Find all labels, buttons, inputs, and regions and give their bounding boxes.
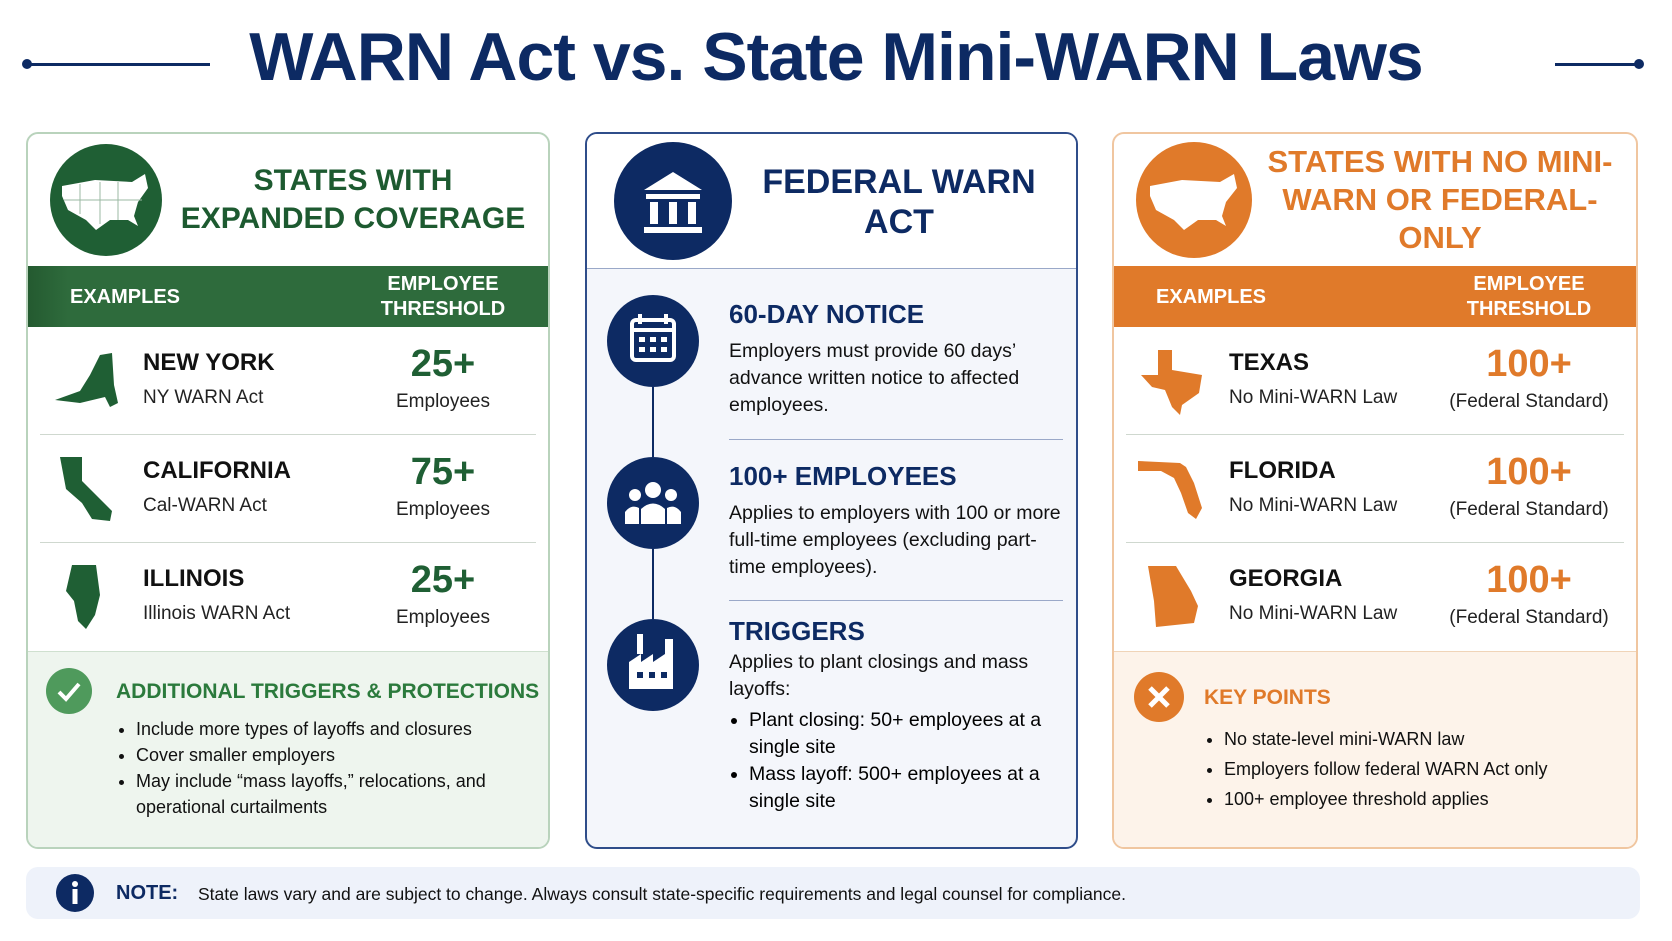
section-title: KEY POINTS: [1204, 686, 1331, 709]
panel: STATES WITH EXPANDED COVERAGE EXAMPLES E…: [26, 132, 550, 849]
panel: FEDERAL WARN ACT 60-DAY NOTICE Employers…: [585, 132, 1078, 849]
state-name: FLORIDA: [1229, 457, 1336, 484]
state-icon: [1148, 566, 1198, 627]
icons: [607, 295, 699, 711]
section-title: 100+ EMPLOYEES: [729, 461, 957, 491]
icon: [50, 144, 162, 256]
bullet-item: Employers follow federal WARN Act only: [1224, 754, 1614, 784]
state-icon: [1138, 461, 1202, 519]
bullet-list: Plant closing: 50+ employees at a single…: [729, 707, 1069, 815]
bullet-item: May include “mass layoffs,” relocations,…: [136, 768, 526, 820]
threshold-unit: Employees: [396, 391, 490, 412]
divider: [40, 542, 536, 543]
icon: [1136, 142, 1252, 258]
bullet-list: No state-level mini-WARN lawEmployers fo…: [1204, 724, 1614, 814]
panel: STATES WITH NO MINI-WARN OR FEDERAL-ONLY…: [1112, 132, 1638, 849]
decoration: [26, 63, 210, 66]
bullet-list: Include more types of layoffs and closur…: [116, 716, 526, 820]
state-icon: [66, 565, 100, 629]
section-title: TRIGGERS: [729, 616, 865, 646]
state-name: GEORGIA: [1229, 565, 1343, 592]
divider: [729, 439, 1063, 440]
threshold-unit: (Federal Standard): [1449, 607, 1609, 628]
divider: [40, 434, 536, 435]
section-title: ADDITIONAL TRIGGERS & PROTECTIONS: [116, 680, 540, 703]
decoration: [1555, 63, 1637, 66]
law-name: No Mini-WARN Law: [1229, 387, 1398, 408]
section-title: 60-DAY NOTICE: [729, 299, 925, 329]
bullet-item: No state-level mini-WARN law: [1224, 724, 1614, 754]
bullet-item: 100+ employee threshold applies: [1224, 784, 1614, 814]
state-name: ILLINOIS: [143, 565, 245, 592]
page-title: WARN Act vs. State Mini-WARN Laws: [249, 19, 1424, 95]
threshold: 100+: [1486, 451, 1572, 493]
table-row: ILLINOIS Illinois WARN Act 25+ Employees: [28, 543, 548, 651]
column-header: EXAMPLES: [70, 286, 181, 308]
state-name: TEXAS: [1229, 349, 1310, 376]
table-row: CALIFORNIA Cal-WARN Act 75+ Employees: [28, 435, 548, 543]
decoration: [1634, 59, 1644, 69]
bullet-item: Cover smaller employers: [136, 742, 526, 768]
section-text: Applies to plant closings and mass layof…: [729, 651, 1029, 700]
section: 100+ EMPLOYEES Applies to employers with…: [729, 461, 1069, 581]
state-name: CALIFORNIA: [143, 457, 291, 484]
table-row: FLORIDA No Mini-WARN Law 100+ (Federal Stan…: [1114, 435, 1636, 543]
icon: [56, 874, 94, 912]
column-header: EMPLOYEE THRESHOLD: [1466, 273, 1592, 320]
threshold: 25+: [410, 559, 476, 601]
section: 60-DAY NOTICE Employers must provide 60 …: [729, 299, 1069, 419]
table-row: GEORGIA No Mini-WARN Law 100+ (Federal Stan…: [1114, 543, 1636, 651]
section-text: Applies to employers with 100 or more fu…: [729, 502, 1061, 578]
section-text: Employers must provide 60 days’ advance …: [729, 340, 1020, 416]
icon: [46, 668, 92, 714]
bullet-item: Mass layoff: 500+ employees at a single …: [749, 761, 1069, 815]
column-header: EXAMPLES: [1156, 286, 1267, 308]
table-row: NEW YORK NY WARN Act 25+ Employees: [28, 327, 548, 435]
state-icon: [1141, 350, 1202, 415]
icon: [614, 142, 732, 260]
law-name: Illinois WARN Act: [143, 603, 291, 624]
note-bar: NOTE: State laws vary and are subject to…: [26, 867, 1640, 919]
extra-section: ADDITIONAL TRIGGERS & PROTECTIONS Includ…: [28, 651, 548, 847]
table-header: EXAMPLES EMPLOYEE THRESHOLD: [1114, 266, 1636, 327]
bullet-item: Plant closing: 50+ employees at a single…: [749, 707, 1069, 761]
panel-heading: FEDERAL WARN ACT: [762, 162, 1036, 241]
law-name: No Mini-WARN Law: [1229, 603, 1398, 624]
note-label: NOTE:: [116, 882, 179, 904]
threshold: 100+: [1486, 559, 1572, 601]
icon: [1134, 672, 1184, 722]
panel-heading: STATES WITH NO MINI-WARN OR FEDERAL-ONLY: [1267, 144, 1613, 255]
column-header: EMPLOYEE THRESHOLD: [380, 273, 506, 320]
threshold-unit: Employees: [396, 499, 490, 520]
table-header: EXAMPLES EMPLOYEE THRESHOLD: [28, 266, 548, 327]
state-icon: [55, 353, 118, 407]
divider: [729, 600, 1063, 601]
panel-heading: STATES WITH EXPANDED COVERAGE: [180, 164, 526, 235]
threshold-unit: (Federal Standard): [1449, 391, 1609, 412]
threshold-unit: (Federal Standard): [1449, 499, 1609, 520]
state-name: NEW YORK: [143, 349, 275, 376]
divider: [1126, 542, 1624, 543]
bullet-item: Include more types of layoffs and closur…: [136, 716, 526, 742]
threshold: 25+: [410, 343, 476, 385]
threshold-unit: Employees: [396, 607, 490, 628]
divider: [1126, 434, 1624, 435]
section: TRIGGERS Applies to plant closings and m…: [729, 616, 1069, 815]
law-name: NY WARN Act: [143, 387, 264, 408]
note-text: State laws vary and are subject to chang…: [198, 884, 1126, 904]
law-name: Cal-WARN Act: [143, 495, 267, 516]
extra-section: KEY POINTS No state-level mini-WARN lawE…: [1114, 651, 1636, 847]
threshold: 100+: [1486, 343, 1572, 385]
state-icon: [60, 457, 112, 521]
law-name: No Mini-WARN Law: [1229, 495, 1398, 516]
threshold: 75+: [410, 451, 476, 493]
table-row: TEXAS No Mini-WARN Law 100+ (Federal Standa…: [1114, 327, 1636, 435]
